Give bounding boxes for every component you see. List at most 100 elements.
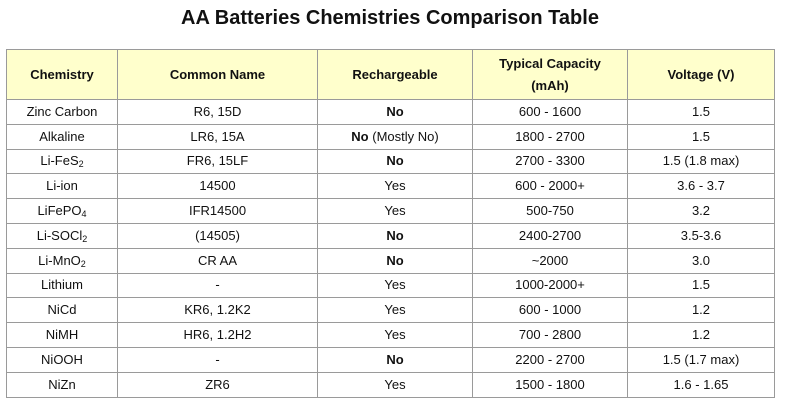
- cell-common-name: KR6, 1.2K2: [117, 297, 318, 324]
- table-row: NiZn ZR6 Yes 1500 - 1800 1.6 - 1.65: [6, 371, 775, 398]
- cell-voltage: 1.2: [627, 297, 775, 324]
- chemistry-text: Li-ion: [46, 178, 78, 194]
- chemistry-text: NiOOH: [41, 351, 83, 367]
- cell-voltage: 3.0: [627, 247, 775, 274]
- chemistry-text: LiFePO: [37, 203, 82, 219]
- cell-chemistry: Li-FeS2: [6, 148, 118, 175]
- chemistry-subscript: 2: [78, 159, 84, 170]
- cell-chemistry: Li-MnO2: [6, 247, 118, 274]
- cell-common-name: HR6, 1.2H2: [117, 322, 318, 348]
- rechargeable-note: (Mostly No): [368, 128, 439, 144]
- cell-rechargeable: Yes: [317, 198, 473, 224]
- cell-chemistry: NiCd: [6, 297, 118, 324]
- header-voltage: Voltage (V): [627, 49, 775, 100]
- table-row: Li-ion 14500 Yes 600 - 2000+ 3.6 - 3.7: [6, 173, 775, 200]
- cell-rechargeable: No: [317, 346, 473, 373]
- cell-capacity: 2400-2700: [472, 222, 628, 249]
- table-row: Lithium - Yes 1000-2000+ 1.5: [6, 272, 775, 299]
- cell-voltage: 1.5: [627, 99, 775, 125]
- cell-capacity: 2200 - 2700: [472, 346, 628, 373]
- header-typical-capacity-line2: (mAh): [531, 77, 569, 93]
- cell-capacity: 500-750: [472, 198, 628, 224]
- chemistry-subscript: 2: [82, 233, 88, 244]
- cell-voltage: 3.6 - 3.7: [627, 173, 775, 200]
- cell-chemistry: LiFePO4: [6, 198, 118, 224]
- cell-common-name: IFR14500: [117, 198, 318, 224]
- cell-chemistry: NiZn: [6, 371, 118, 398]
- header-common-name: Common Name: [117, 49, 318, 100]
- rechargeable-value: No: [386, 153, 404, 169]
- table-row: NiCd KR6, 1.2K2 Yes 600 - 1000 1.2: [6, 297, 775, 324]
- cell-common-name: FR6, 15LF: [117, 148, 318, 175]
- rechargeable-value: No: [386, 227, 404, 243]
- table-row: NiMH HR6, 1.2H2 Yes 700 - 2800 1.2: [6, 322, 775, 348]
- header-typical-capacity: Typical Capacity (mAh): [472, 49, 628, 100]
- cell-capacity: 1800 - 2700: [472, 123, 628, 150]
- cell-voltage: 1.5: [627, 123, 775, 150]
- chemistry-text: Li-FeS: [40, 153, 79, 169]
- cell-rechargeable: Yes: [317, 173, 473, 200]
- table-row: Zinc Carbon R6, 15D No 600 - 1600 1.5: [6, 99, 775, 125]
- cell-chemistry: Li-ion: [6, 173, 118, 200]
- header-chemistry: Chemistry: [6, 49, 118, 100]
- cell-voltage: 1.5: [627, 272, 775, 299]
- cell-voltage: 1.2: [627, 322, 775, 348]
- cell-capacity: 700 - 2800: [472, 322, 628, 348]
- cell-voltage: 3.5-3.6: [627, 222, 775, 249]
- cell-capacity: 600 - 2000+: [472, 173, 628, 200]
- cell-rechargeable: No: [317, 148, 473, 175]
- rechargeable-value: Yes: [384, 376, 406, 392]
- table-row: Li-SOCl2 (14505) No 2400-2700 3.5-3.6: [6, 222, 775, 249]
- header-row: Chemistry Common Name Rechargeable Typic…: [6, 49, 775, 100]
- cell-chemistry: Lithium: [6, 272, 118, 299]
- rechargeable-value: Yes: [384, 203, 406, 219]
- cell-capacity: 600 - 1600: [472, 99, 628, 125]
- rechargeable-value: No: [386, 103, 404, 119]
- cell-voltage: 1.6 - 1.65: [627, 371, 775, 398]
- cell-rechargeable: Yes: [317, 272, 473, 299]
- cell-chemistry: Li-SOCl2: [6, 222, 118, 249]
- rechargeable-value: Yes: [384, 302, 406, 318]
- cell-chemistry: Alkaline: [6, 123, 118, 150]
- comparison-table: Chemistry Common Name Rechargeable Typic…: [6, 49, 775, 398]
- rechargeable-value: No: [386, 252, 404, 268]
- cell-voltage: 1.5 (1.7 max): [627, 346, 775, 373]
- chemistry-subscript: 2: [80, 258, 86, 269]
- cell-chemistry: NiOOH: [6, 346, 118, 373]
- rechargeable-value: No: [386, 351, 404, 367]
- cell-common-name: R6, 15D: [117, 99, 318, 125]
- header-typical-capacity-line1: Typical Capacity: [499, 55, 601, 71]
- header-rechargeable: Rechargeable: [317, 49, 473, 100]
- rechargeable-value: Yes: [384, 178, 406, 194]
- chemistry-text: Li-SOCl: [36, 227, 83, 243]
- chemistry-text: Lithium: [41, 277, 83, 293]
- cell-chemistry: Zinc Carbon: [6, 99, 118, 125]
- table-row: LiFePO4 IFR14500 Yes 500-750 3.2: [6, 198, 775, 224]
- cell-voltage: 3.2: [627, 198, 775, 224]
- cell-capacity: 1000-2000+: [472, 272, 628, 299]
- cell-common-name: CR AA: [117, 247, 318, 274]
- chemistry-text: NiCd: [47, 302, 77, 318]
- chemistry-text: Zinc Carbon: [26, 103, 98, 119]
- cell-common-name: ZR6: [117, 371, 318, 398]
- rechargeable-value: Yes: [384, 277, 406, 293]
- cell-common-name: LR6, 15A: [117, 123, 318, 150]
- rechargeable-value: No: [351, 128, 369, 144]
- table-row: NiOOH - No 2200 - 2700 1.5 (1.7 max): [6, 346, 775, 373]
- cell-rechargeable: No: [317, 222, 473, 249]
- chemistry-text: NiMH: [45, 327, 79, 343]
- table-row: Li-MnO2 CR AA No ~2000 3.0: [6, 247, 775, 274]
- chemistry-text: NiZn: [48, 376, 76, 392]
- rechargeable-value: Yes: [384, 327, 406, 343]
- cell-rechargeable: Yes: [317, 322, 473, 348]
- cell-common-name: 14500: [117, 173, 318, 200]
- cell-chemistry: NiMH: [6, 322, 118, 348]
- table-header: Chemistry Common Name Rechargeable Typic…: [6, 49, 775, 100]
- cell-rechargeable: No: [317, 99, 473, 125]
- cell-capacity: 600 - 1000: [472, 297, 628, 324]
- cell-common-name: (14505): [117, 222, 318, 249]
- cell-rechargeable: Yes: [317, 371, 473, 398]
- table-row: Alkaline LR6, 15A No (Mostly No) 1800 - 270…: [6, 123, 775, 150]
- chemistry-text: Alkaline: [39, 128, 85, 144]
- cell-rechargeable: No (Mostly No): [317, 123, 473, 150]
